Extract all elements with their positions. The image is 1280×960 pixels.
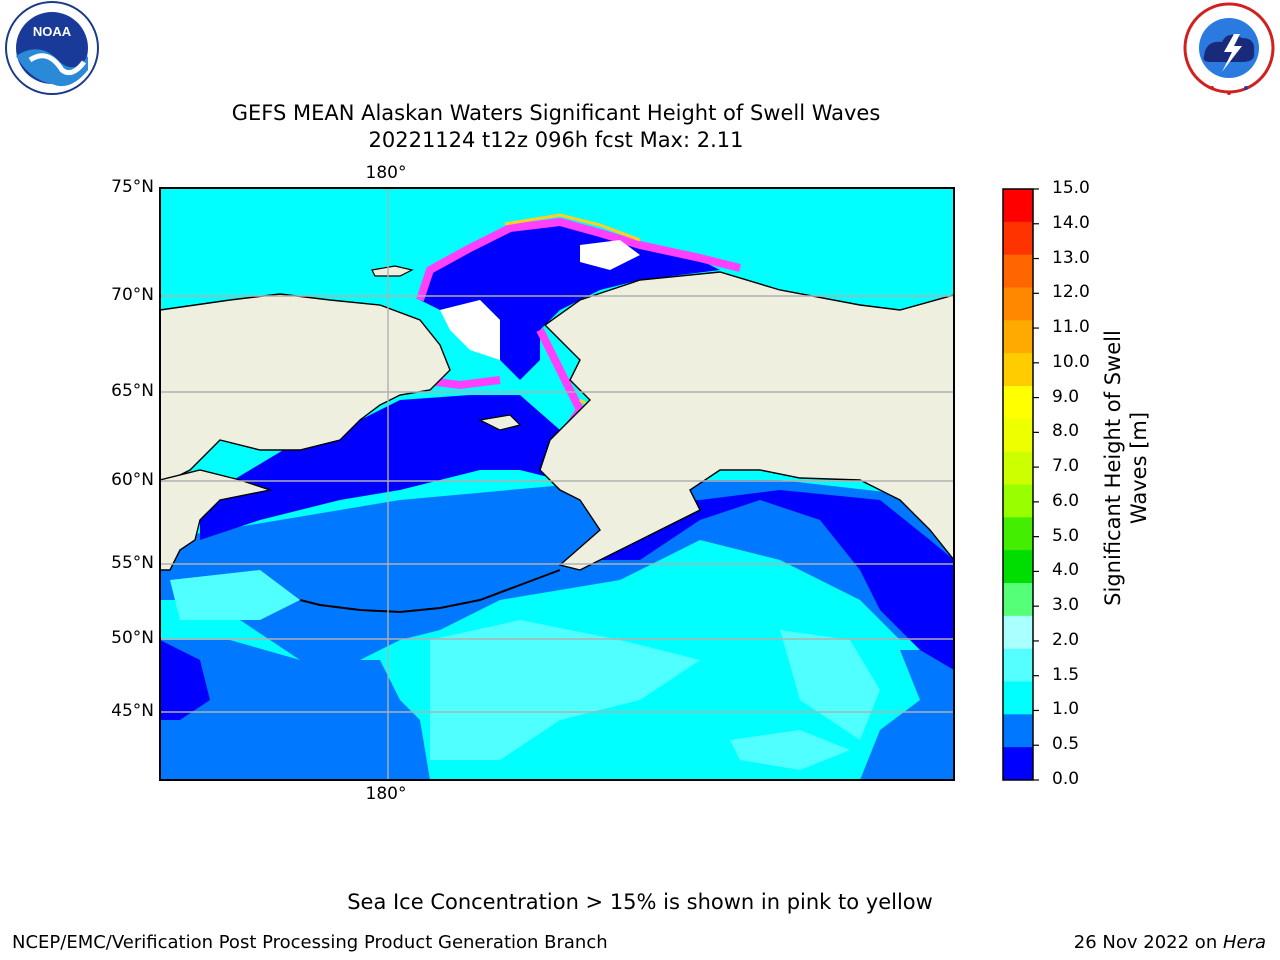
title-line1: GEFS MEAN Alaskan Waters Significant Hei…: [231, 101, 881, 125]
colorbar-tick-label: 1.5: [1052, 664, 1080, 685]
swell-band-0.5-1.0-southeast: [860, 650, 954, 780]
land-russia: [160, 293, 451, 481]
lat-label-70n: 70°N: [111, 285, 154, 305]
colorbar-segment: [1003, 221, 1033, 256]
lat-label-75n: 75°N: [111, 177, 154, 197]
colorbar-tick-label: 9.0: [1052, 386, 1080, 407]
graticule: [160, 188, 954, 780]
colorbar-label: Significant Height of Swell Waves [m]: [1101, 330, 1151, 606]
colorbar-tick-label: 15.0: [1052, 178, 1090, 198]
white-no-data-north: [580, 240, 640, 270]
colorbar-frame: [1002, 188, 1034, 781]
swell-band-0.5-1.0-west: [160, 640, 430, 780]
footer-date: 26 Nov 2022 on: [1073, 932, 1223, 953]
colorbar-tick-label: 5.0: [1052, 525, 1080, 546]
colorbar-segment: [1003, 681, 1033, 715]
colorbar-tick-label: 8.0: [1052, 421, 1080, 442]
footer-left: NCEP/EMC/Verification Post Processing Pr…: [12, 932, 608, 953]
lat-label-65n: 65°N: [111, 381, 154, 401]
colorbar-segment: [1003, 418, 1033, 453]
colorbar-tick-label: 3.0: [1052, 595, 1080, 616]
colorbar-segment: [1003, 451, 1033, 485]
colorbar-segment: [1003, 353, 1033, 387]
colorbar-segment: [1003, 615, 1033, 650]
swell-band-1.5-2.0-west: [170, 570, 300, 620]
colorbar-segment: [1003, 517, 1033, 551]
lat-label-55n: 55°N: [111, 553, 154, 573]
land-st-lawrence: [478, 414, 522, 431]
colorbar-tick-label: 13.0: [1052, 247, 1090, 268]
swell-band-0-0.5-sw: [160, 640, 210, 720]
title-line2: 20221124 t12z 096h fcst Max: 2.11: [368, 128, 744, 152]
swell-band-1.5-2.0: [430, 620, 700, 760]
colorbar-segment: [1003, 714, 1033, 748]
colorbar-tick-label: 0.5: [1052, 734, 1080, 755]
lat-label-45n: 45°N: [111, 701, 154, 721]
footer-host: Hera: [1222, 932, 1266, 953]
colorbar-tick-label: 4.0: [1052, 560, 1080, 581]
colorbar-segment: [1003, 550, 1033, 584]
sea-ice-edge: [416, 217, 741, 302]
map-frame: [159, 187, 955, 781]
swell-band-0-0.5-gulf: [600, 490, 954, 670]
colorbar-segment: [1003, 254, 1033, 288]
white-no-data: [440, 300, 500, 360]
colorbar-tick-label: 2.0: [1052, 629, 1080, 650]
sea-ice-edge-yellow: [504, 213, 641, 242]
nws-logo: [1183, 2, 1275, 95]
colorbar-tick-label: 0.0: [1052, 769, 1080, 789]
sea-ice-note: Sea Ice Concentration > 15% is shown in …: [347, 890, 933, 914]
lat-label-60n: 60°N: [111, 470, 154, 490]
colorbar-tick-label: 7.0: [1052, 456, 1080, 477]
colorbar-segment: [1003, 583, 1033, 617]
colorbar-tick-label: 10.0: [1052, 351, 1090, 372]
colorbar-segment: [1003, 320, 1033, 354]
colorbar-segment: [1003, 189, 1033, 223]
colorbar-tick-label: 12.0: [1052, 282, 1090, 303]
land-alaska: [539, 271, 954, 571]
colorbar-segment: [1003, 484, 1033, 518]
colorbar-segment: [1003, 287, 1033, 321]
lat-label-50n: 50°N: [111, 628, 154, 648]
colorbar-tick-label: 14.0: [1052, 212, 1090, 233]
noaa-logo-text: NOAA: [33, 24, 72, 39]
colorbar-segment: [1003, 386, 1033, 420]
colorbar-segment: [1003, 648, 1033, 682]
lon-label-bottom: 180°: [365, 784, 407, 804]
lon-label-top: 180°: [365, 163, 407, 183]
aleutian-islands: [299, 569, 561, 614]
noaa-logo: NOAA: [5, 1, 99, 95]
colorbar-tick-label: 1.0: [1052, 699, 1080, 720]
swell-band-0.5-1.0: [160, 480, 954, 660]
footer-right: 26 Nov 2022 on Hera: [1074, 932, 1266, 953]
land-wrangel: [371, 265, 414, 277]
swell-band-0-0.5-bering: [200, 395, 620, 540]
colorbar-tick-label: 11.0: [1052, 317, 1090, 338]
land-kamchatka: [160, 469, 273, 571]
swell-band-1.5-2.0-south: [730, 730, 850, 770]
colorbar-segment: [1003, 747, 1033, 781]
swell-band-0-0.5-chukchi: [420, 225, 720, 380]
colorbar-tick-label: 6.0: [1052, 490, 1080, 511]
